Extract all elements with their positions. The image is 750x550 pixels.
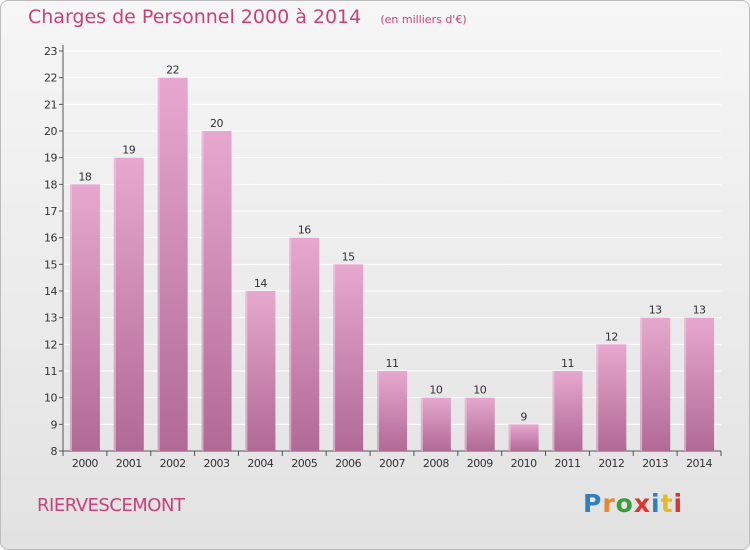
- data-label: 10: [473, 384, 486, 397]
- data-label: 13: [649, 304, 662, 317]
- y-tick-label: 14: [44, 285, 57, 298]
- bar-highlight: [684, 317, 687, 451]
- x-tick-label: 2008: [423, 457, 449, 470]
- data-label: 11: [386, 357, 399, 370]
- bar-2004: [245, 291, 276, 451]
- data-label: 10: [429, 384, 442, 397]
- y-tick-label: 21: [44, 98, 57, 111]
- x-tick-label: 2011: [554, 457, 580, 470]
- bar-highlight: [69, 184, 72, 452]
- bar-highlight: [596, 344, 599, 451]
- x-tick-label: 2007: [379, 457, 405, 470]
- y-tick-label: 11: [44, 365, 57, 378]
- bar-2012: [596, 344, 627, 451]
- chart-subtitle: (en milliers d'€): [380, 13, 467, 26]
- bar-highlight: [157, 77, 160, 452]
- proxiti-logo: Proxiti: [583, 489, 683, 518]
- y-tick-label: 15: [44, 258, 57, 271]
- x-tick-label: 2010: [511, 457, 537, 470]
- x-tick-label: 2002: [160, 457, 186, 470]
- commune-name: RIERVESCEMONT: [37, 495, 185, 516]
- logo-letter: P: [583, 489, 603, 518]
- bar-2005: [289, 237, 320, 451]
- logo-letter: o: [615, 489, 634, 518]
- y-tick-label: 17: [44, 205, 57, 218]
- bar-2009: [464, 397, 495, 451]
- x-tick-label: 2000: [72, 457, 98, 470]
- y-tick-label: 23: [44, 45, 57, 58]
- bar-2011: [552, 371, 583, 451]
- data-label: 9: [520, 410, 527, 423]
- bar-2008: [420, 397, 451, 451]
- x-tick-label: 2003: [204, 457, 230, 470]
- chart-title: Charges de Personnel 2000 à 2014: [28, 6, 362, 28]
- y-tick-label: 20: [44, 125, 57, 138]
- bar-highlight: [245, 291, 248, 451]
- y-tick-label: 22: [44, 72, 57, 85]
- bar-highlight: [377, 371, 379, 451]
- data-label: 13: [693, 304, 706, 317]
- bar-highlight: [289, 237, 292, 451]
- x-tick-label: 2005: [291, 457, 317, 470]
- x-tick-label: 2009: [467, 457, 493, 470]
- x-tick-label: 2006: [335, 457, 361, 470]
- bar-2007: [377, 371, 407, 451]
- bar-2006: [333, 264, 364, 451]
- x-tick-label: 2012: [598, 457, 624, 470]
- x-tick-label: 2004: [247, 457, 273, 470]
- data-label: 20: [210, 117, 223, 130]
- bar-2002: [157, 77, 188, 452]
- x-tick-label: 2013: [642, 457, 668, 470]
- bar-2001: [113, 157, 144, 451]
- bar-2003: [201, 131, 232, 451]
- y-tick-label: 19: [44, 152, 57, 165]
- logo-letter: x: [633, 489, 651, 518]
- data-label: 11: [561, 357, 574, 370]
- x-tick-label: 2001: [116, 457, 142, 470]
- bar-2000: [69, 184, 100, 452]
- y-tick-label: 13: [44, 312, 57, 325]
- data-label: 18: [78, 170, 91, 183]
- chart-header: Charges de Personnel 2000 à 2014 (en mil…: [28, 6, 467, 28]
- bar-2013: [640, 317, 671, 451]
- y-tick-label: 16: [44, 232, 57, 245]
- bar-highlight: [640, 317, 643, 451]
- data-label: 22: [166, 64, 179, 77]
- logo-letter: i: [651, 489, 661, 518]
- bar-highlight: [113, 157, 116, 451]
- data-label: 16: [298, 224, 311, 237]
- y-tick-label: 10: [44, 392, 57, 405]
- bar-2010: [508, 424, 539, 451]
- y-tick-label: 8: [51, 445, 58, 458]
- data-label: 19: [122, 144, 135, 157]
- data-label: 12: [605, 330, 618, 343]
- x-tick-label: 2014: [686, 457, 712, 470]
- y-tick-label: 12: [44, 338, 57, 351]
- y-tick-label: 18: [44, 178, 57, 191]
- data-label: 15: [342, 250, 355, 263]
- y-tick-label: 9: [51, 418, 58, 431]
- data-label: 14: [254, 277, 267, 290]
- bars: [69, 77, 715, 452]
- bar-highlight: [420, 397, 423, 451]
- bar-highlight: [464, 397, 467, 451]
- data-labels: 18 19 22 20 14 16 15 11 10 10 9 11 12 13 13: [78, 64, 706, 424]
- bar-highlight: [333, 264, 336, 451]
- bar-highlight: [552, 371, 555, 451]
- bar-2014: [684, 317, 715, 451]
- bar-highlight: [508, 424, 511, 451]
- logo-letter: t: [660, 489, 674, 518]
- bar-highlight: [201, 131, 204, 451]
- logo-letter: i: [673, 489, 684, 518]
- logo-letter: r: [602, 489, 616, 518]
